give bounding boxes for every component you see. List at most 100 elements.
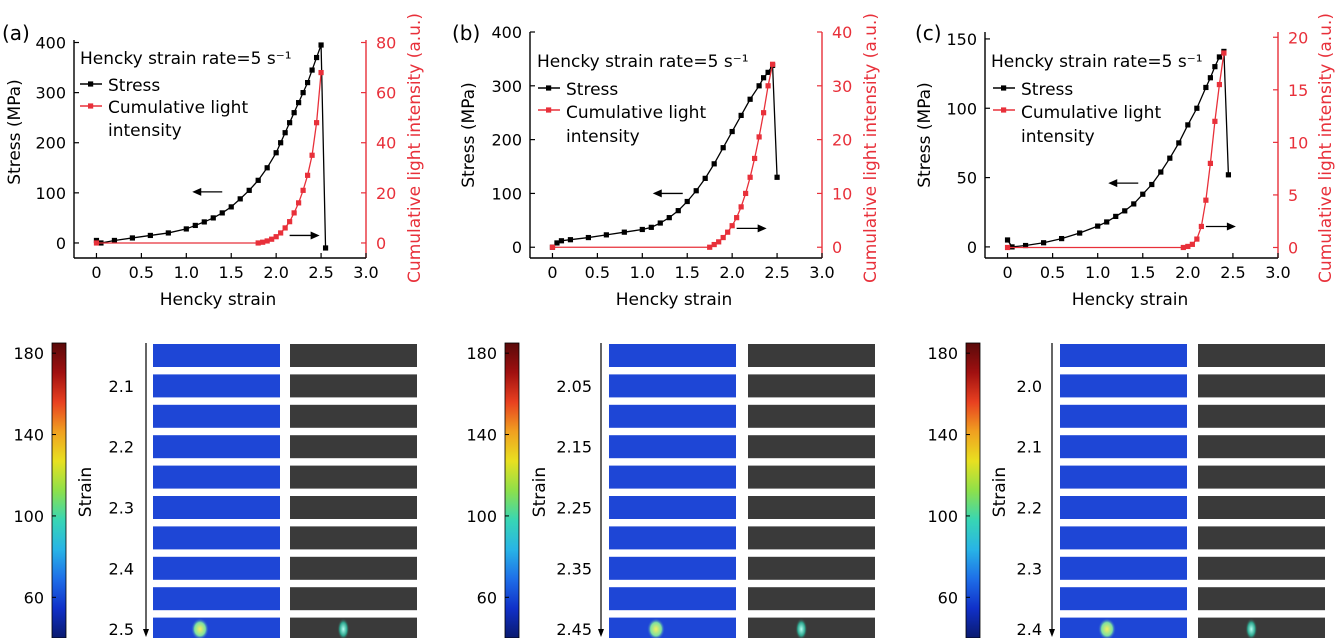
strain-value-label: 2.05 [556,377,592,396]
strain-map-strip [153,556,280,580]
light-image-strip [290,556,417,580]
colorbar-tick-label: 60 [24,588,44,607]
stress-point [1140,191,1146,197]
y-tick-label-left: 300 [491,77,522,96]
stress-point [111,237,118,244]
light-point [273,234,279,240]
stress-point [273,150,279,156]
stress-point [675,208,681,214]
y-tick-label-right: 20 [376,184,396,203]
light-point [93,240,100,246]
legend-light-marker [1001,107,1007,113]
stress-point [1022,242,1029,249]
light-image-strip [748,496,875,519]
x-tick-label: 1.5 [219,263,244,282]
y-tick-label-right: 10 [1288,133,1308,152]
light-point [716,239,722,245]
y-tick-label-left: 150 [946,30,977,49]
light-point [313,120,320,126]
x-tick-label: 3.0 [1265,263,1290,282]
stress-point [237,196,243,202]
strain-map-strip [1060,344,1187,367]
light-point [1194,236,1200,242]
light-point [761,110,767,116]
legend-light-label-b: Cumulative light [566,103,706,123]
strain-value-label: 2.1 [109,377,134,396]
light-image-strip [1198,344,1325,367]
strain-value-label: 2.4 [109,559,134,578]
strain-map-strip [609,374,736,398]
stress-point [1176,140,1182,146]
y-axis-right-label-b: Cumulative light intensity (a.u.) [861,13,881,283]
colorbar-tick-label: 100 [927,507,958,526]
strain-value-label: 2.25 [556,499,592,518]
light-point [747,174,753,180]
light-point [260,239,266,245]
stress-point [210,215,216,221]
x-tick-label: 2.5 [1220,263,1245,282]
light-point [1189,241,1195,247]
strain-map-strip [1060,435,1187,459]
arrow-head [1226,222,1236,231]
y-tick-label-left: 100 [946,99,977,118]
legend-stress-label-c: Stress [1021,80,1073,100]
stress-point [246,187,252,193]
stress-point [165,230,171,236]
strain-value-label: 2.3 [1017,559,1042,578]
light-image-strip [290,496,417,519]
stress-point [287,120,293,126]
strain-map-strip [1060,526,1187,550]
y-tick-label-left: 0 [512,238,522,257]
colorbar-tick-label: 100 [13,507,44,526]
light-image-strip [1198,526,1325,550]
stress-point [666,215,672,221]
light-image-strip [748,587,875,611]
strain-map-strip [609,526,736,550]
panel-label-b: (b) [452,21,480,45]
strain-arrow-head [1049,629,1055,637]
strain-map-strip [153,526,280,550]
stress-point [309,67,315,73]
strain-map-strip [1060,374,1187,398]
stress-point [1113,213,1119,220]
panel-label-c: (c) [915,21,942,45]
strain-hotspot [1097,618,1116,638]
strain-value-label: 2.3 [109,499,134,518]
stress-point [278,140,284,146]
stress-point [554,240,560,246]
stress-point [228,204,234,210]
x-axis-label-b: Hencky strain [616,290,733,310]
stress-point [1216,54,1222,60]
strain-map-strip [1060,404,1187,428]
y-tick-label-left: 200 [35,134,66,153]
strain-map-strip [153,496,280,519]
strain-map-strip [609,435,736,459]
light-point [711,241,717,248]
strain-axis-label-b: Strain [530,467,550,517]
strain-value-label: 2.1 [1017,438,1042,457]
light-point [305,172,311,178]
stress-point [657,220,663,226]
y-tick-label-right: 40 [376,134,396,153]
legend-stress-label-a: Stress [108,76,160,96]
stress-point [648,224,654,230]
light-image-strip [1198,587,1325,611]
stress-point [585,234,591,241]
y-tick-label-right: 0 [832,238,842,257]
light-hotspot [337,618,350,638]
stress-point [1203,84,1209,91]
colorbar-tick-label: 140 [466,426,497,445]
strain-axis-label-c: Strain [990,467,1010,517]
stress-point [639,226,645,233]
image-panel-b: 180 140 100 60 2.05 2.15 2.25 2.35 2.45 [466,342,875,638]
y-axis-right-label-c: Cumulative light intensity (a.u.) [1316,13,1336,283]
stress-point [313,54,320,61]
colorbar-tick-label: 180 [466,344,497,363]
light-point [291,210,297,216]
light-image-strip [290,465,417,489]
x-tick-label: 2.0 [263,263,288,282]
colorbar [51,342,67,638]
strain-map-strip [153,465,280,489]
strain-map-strip [609,496,736,519]
x-tick-label: 3.0 [809,263,834,282]
